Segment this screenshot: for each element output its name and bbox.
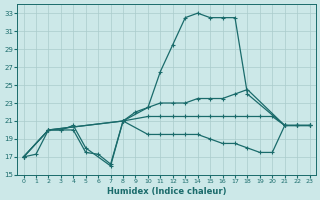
X-axis label: Humidex (Indice chaleur): Humidex (Indice chaleur)	[107, 187, 226, 196]
